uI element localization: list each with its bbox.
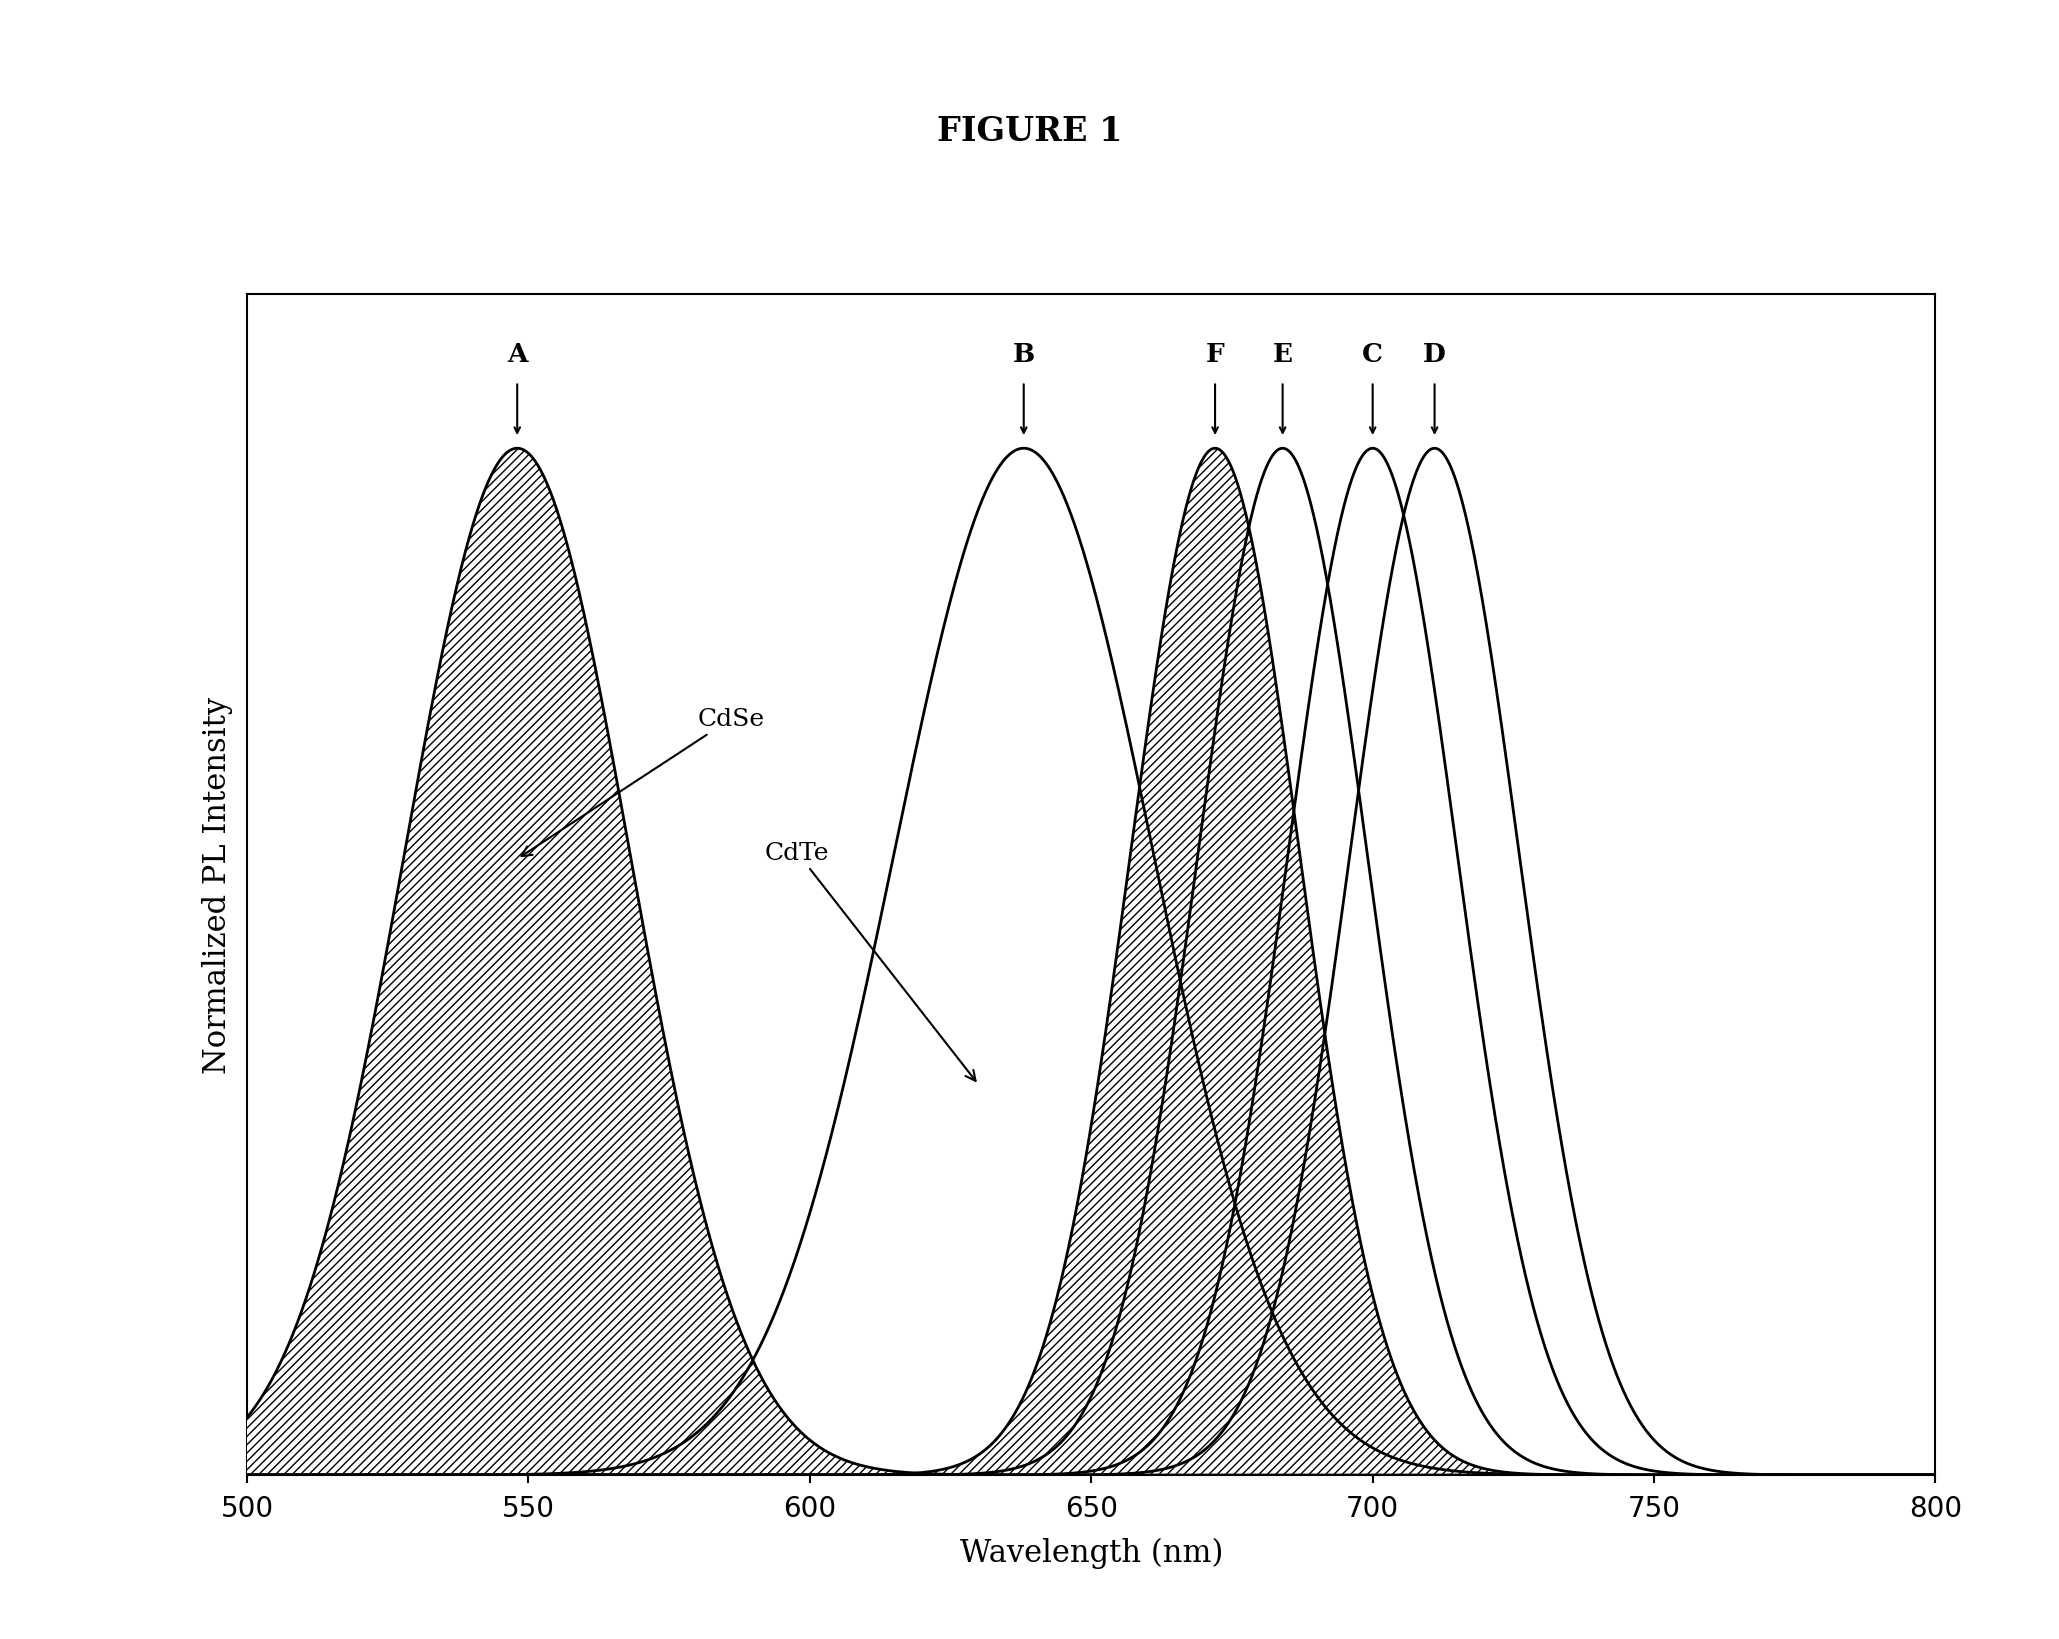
Y-axis label: Normalized PL Intensity: Normalized PL Intensity [202,697,233,1074]
Text: D: D [1423,343,1445,367]
Text: F: F [1207,343,1225,367]
Text: FIGURE 1: FIGURE 1 [937,115,1122,148]
X-axis label: Wavelength (nm): Wavelength (nm) [959,1536,1223,1567]
Text: CdSe: CdSe [521,708,764,857]
Text: C: C [1363,343,1384,367]
Text: E: E [1272,343,1293,367]
Text: A: A [507,343,527,367]
Text: B: B [1013,343,1036,367]
Text: CdTe: CdTe [764,841,976,1082]
